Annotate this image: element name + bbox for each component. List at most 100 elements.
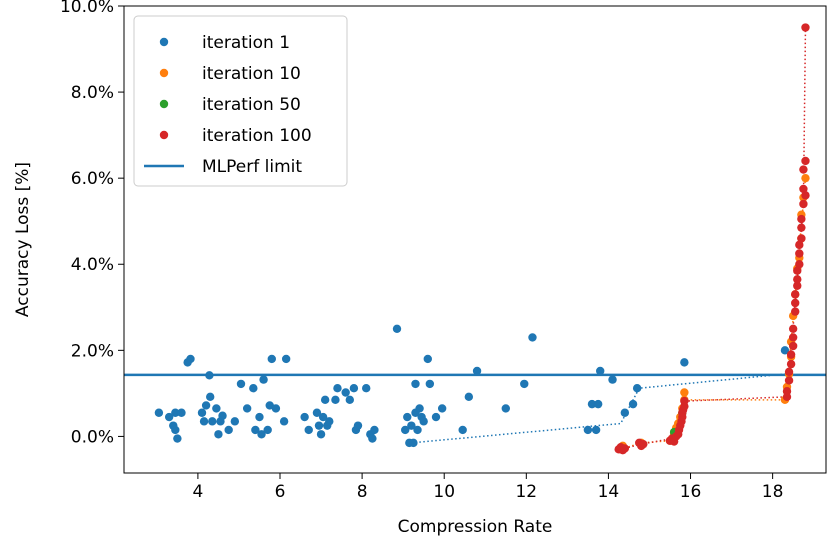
- point-series-0: [628, 399, 638, 409]
- point-series-0: [205, 371, 214, 380]
- point-series-0: [620, 408, 630, 417]
- point-series-0: [370, 425, 379, 435]
- point-series-0: [316, 430, 326, 439]
- point-series-0: [212, 404, 221, 413]
- point-series-0: [333, 384, 342, 393]
- legend-label: iteration 10: [202, 64, 301, 84]
- point-series-0: [154, 408, 164, 417]
- y-tick-label: 10.0%: [60, 0, 114, 17]
- point-series-0: [312, 408, 322, 417]
- point-series-0: [341, 388, 350, 397]
- point-series-0: [236, 379, 246, 389]
- point-series-0: [528, 333, 537, 342]
- point-series-0: [208, 417, 217, 426]
- point-series-0: [368, 434, 377, 443]
- point-series-3: [784, 376, 794, 385]
- point-series-3: [793, 281, 802, 290]
- legend-box: [133, 15, 348, 187]
- x-tick-label: 8: [357, 482, 368, 502]
- point-series-0: [177, 408, 186, 417]
- legend-marker: [159, 37, 169, 47]
- point-series-3: [791, 298, 800, 308]
- y-tick-label: 6.0%: [71, 169, 114, 189]
- point-series-0: [458, 425, 467, 435]
- point-series-0: [403, 412, 412, 422]
- point-series-0: [593, 399, 603, 409]
- point-series-3: [795, 240, 804, 250]
- point-series-3: [801, 156, 810, 166]
- legend: iteration 1 iteration 10 iteration 50 itera…: [133, 15, 348, 187]
- point-series-0: [591, 425, 601, 435]
- point-series-0: [242, 404, 252, 413]
- point-series-3: [797, 223, 806, 232]
- point-series-3: [797, 214, 806, 224]
- point-series-3: [788, 333, 798, 342]
- point-series-0: [230, 417, 240, 426]
- point-series-0: [171, 408, 180, 417]
- x-axis-label: Compression Rate: [398, 517, 553, 537]
- point-series-0: [171, 425, 180, 435]
- point-series-0: [472, 366, 482, 376]
- point-series-0: [425, 379, 435, 389]
- point-series-3: [791, 307, 800, 316]
- point-series-0: [409, 438, 418, 448]
- point-series-0: [437, 404, 447, 413]
- y-tick-label: 0.0%: [71, 427, 114, 447]
- point-series-0: [263, 425, 272, 435]
- legend-marker: [159, 99, 169, 109]
- point-series-0: [362, 384, 371, 393]
- trend-line-2: [620, 27, 807, 451]
- point-series-0: [583, 425, 593, 435]
- point-series-0: [345, 395, 354, 405]
- x-tick-label: 14: [598, 482, 620, 502]
- point-series-0: [407, 421, 416, 430]
- point-series-3: [797, 234, 806, 243]
- legend-label: iteration 1: [202, 33, 290, 53]
- point-series-3: [793, 275, 802, 284]
- y-tick-label: 8.0%: [71, 83, 114, 103]
- point-series-3: [680, 396, 689, 406]
- x-tick-label: 4: [192, 482, 203, 502]
- point-series-0: [267, 354, 276, 364]
- point-series-0: [279, 417, 289, 426]
- point-series-0: [353, 421, 363, 430]
- point-series-0: [501, 404, 510, 413]
- point-series-0: [224, 425, 233, 435]
- x-tick-label: 6: [275, 482, 286, 502]
- point-series-3: [788, 341, 798, 351]
- point-series-0: [587, 399, 597, 409]
- point-series-3: [801, 23, 810, 32]
- point-series-0: [259, 375, 268, 384]
- point-series-3: [795, 260, 804, 269]
- point-series-3: [639, 439, 648, 449]
- point-series-0: [164, 412, 174, 422]
- point-series-0: [251, 425, 260, 435]
- point-series-3: [788, 324, 798, 334]
- point-series-0: [632, 384, 642, 393]
- point-series-3: [801, 191, 810, 200]
- point-series-1: [801, 173, 810, 183]
- point-series-3: [620, 444, 630, 453]
- point-series-0: [680, 358, 689, 367]
- point-series-0: [401, 425, 410, 435]
- point-series-0: [201, 401, 211, 410]
- legend-label: iteration 100: [202, 126, 312, 146]
- point-series-3: [799, 199, 808, 209]
- point-series-0: [281, 354, 291, 364]
- point-series-0: [257, 430, 266, 439]
- point-series-0: [520, 379, 529, 389]
- point-series-0: [392, 324, 402, 334]
- point-series-0: [255, 412, 264, 422]
- point-series-0: [186, 354, 195, 364]
- point-series-0: [214, 430, 223, 439]
- point-series-0: [304, 425, 313, 435]
- point-series-3: [786, 350, 796, 359]
- point-series-1: [680, 388, 689, 397]
- point-series-0: [411, 379, 420, 389]
- trend-line-0: [411, 373, 786, 444]
- point-series-0: [197, 408, 207, 417]
- point-series-0: [206, 392, 215, 402]
- trend-lines: [411, 27, 807, 451]
- trend-line-1: [620, 178, 807, 451]
